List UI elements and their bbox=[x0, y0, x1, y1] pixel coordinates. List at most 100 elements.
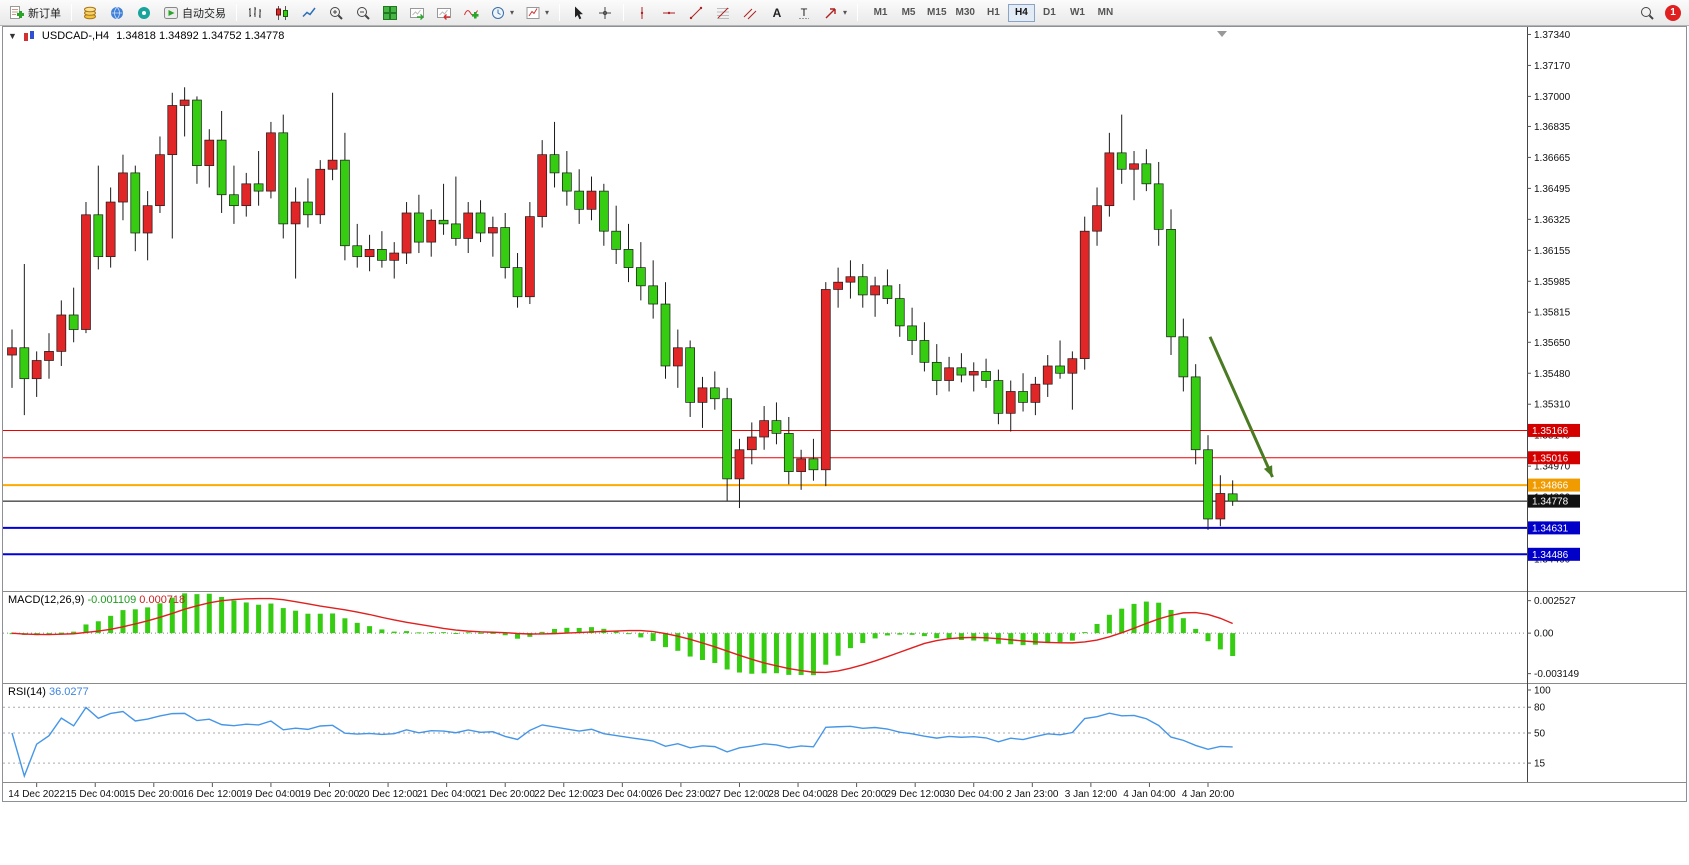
candlestick-chart-button[interactable] bbox=[269, 2, 295, 24]
svg-text:1.34866: 1.34866 bbox=[1532, 481, 1569, 492]
market-watch-button[interactable] bbox=[77, 2, 103, 24]
coins-icon bbox=[84, 6, 96, 19]
price-line-labels: 1.35166 1.35016 1.34866 1.34778 1.34631 1.344… bbox=[1528, 423, 1580, 561]
new-order-button[interactable]: 新订单 bbox=[4, 2, 66, 24]
zoom-out-button[interactable] bbox=[350, 2, 376, 24]
chart-canvas[interactable]: 1.37340 1.37170 1.37000 1.36835 1.36665 1.364… bbox=[3, 27, 1686, 801]
timeframe-M30[interactable]: M30 bbox=[952, 4, 979, 22]
svg-text:1.35815: 1.35815 bbox=[1534, 308, 1571, 319]
tile-windows-icon bbox=[383, 5, 397, 20]
svg-text:23 Dec 04:00: 23 Dec 04:00 bbox=[593, 789, 653, 800]
channels-icon bbox=[743, 8, 757, 19]
zoom-in-icon bbox=[330, 6, 343, 20]
crosshair-button[interactable] bbox=[592, 2, 618, 24]
svg-text:22 Dec 12:00: 22 Dec 12:00 bbox=[534, 789, 594, 800]
autotrading-button[interactable]: 自动交易 bbox=[158, 2, 231, 24]
clock-icon bbox=[492, 6, 504, 19]
svg-text:1.35480: 1.35480 bbox=[1534, 369, 1571, 380]
svg-text:19 Dec 04:00: 19 Dec 04:00 bbox=[241, 789, 301, 800]
timeframe-MN[interactable]: MN bbox=[1092, 4, 1119, 22]
timeframe-M15[interactable]: M15 bbox=[923, 4, 950, 22]
template-icon bbox=[526, 6, 540, 19]
search-button[interactable] bbox=[1634, 2, 1660, 24]
trendline-icon bbox=[689, 6, 703, 19]
text-label-icon: T bbox=[799, 7, 810, 19]
trendline-button[interactable] bbox=[683, 2, 709, 24]
timeframe-M5[interactable]: M5 bbox=[895, 4, 922, 22]
arrow-annotation[interactable] bbox=[1208, 31, 1274, 478]
svg-text:19 Dec 20:00: 19 Dec 20:00 bbox=[300, 789, 360, 800]
hlines-layer[interactable] bbox=[3, 429, 1527, 556]
svg-text:3 Jan 12:00: 3 Jan 12:00 bbox=[1065, 789, 1118, 800]
arrows-button[interactable]: ▾ bbox=[818, 2, 852, 24]
text-label-button[interactable]: T bbox=[791, 2, 817, 24]
svg-text:15 Dec 04:00: 15 Dec 04:00 bbox=[65, 789, 125, 800]
toolbar: 新订单 自动交易 ▾ ▾ A T ▾ M1 M5 M15 M30 H1 H4 D1 W1 MN … bbox=[0, 0, 1689, 26]
svg-text:1.34486: 1.34486 bbox=[1532, 550, 1569, 561]
tile-windows-button[interactable] bbox=[377, 2, 403, 24]
svg-text:21 Dec 04:00: 21 Dec 04:00 bbox=[417, 789, 477, 800]
svg-text:1.34778: 1.34778 bbox=[1532, 497, 1569, 508]
svg-text:1.37340: 1.37340 bbox=[1534, 30, 1571, 41]
autotrading-icon bbox=[164, 6, 178, 19]
svg-text:1.36155: 1.36155 bbox=[1534, 246, 1571, 257]
rsi-layer: 100 80 50 15 bbox=[3, 686, 1551, 779]
cursor-button[interactable] bbox=[565, 2, 591, 24]
macd-layer: 0.002527 0.00 -0.003149 bbox=[3, 593, 1579, 680]
svg-text:29 Dec 12:00: 29 Dec 12:00 bbox=[885, 789, 945, 800]
toolbar-separator bbox=[236, 4, 237, 21]
text-icon: A bbox=[773, 6, 782, 20]
svg-text:1.34970: 1.34970 bbox=[1534, 462, 1571, 473]
bar-chart-button[interactable] bbox=[242, 2, 268, 24]
candles-icon bbox=[276, 5, 288, 20]
indicators-button[interactable] bbox=[458, 2, 484, 24]
zoom-out-icon bbox=[357, 6, 370, 20]
timeframe-H1[interactable]: H1 bbox=[980, 4, 1007, 22]
toolbar-separator bbox=[71, 4, 72, 21]
data-window-button[interactable] bbox=[104, 2, 130, 24]
svg-text:28 Dec 20:00: 28 Dec 20:00 bbox=[827, 789, 887, 800]
compass-icon bbox=[138, 6, 150, 19]
notification-badge[interactable]: 1 bbox=[1665, 4, 1681, 21]
vertical-line-icon bbox=[640, 6, 644, 19]
toolbar-separator bbox=[623, 4, 625, 21]
svg-text:1.37000: 1.37000 bbox=[1534, 92, 1571, 103]
navigator-button[interactable] bbox=[131, 2, 157, 24]
svg-text:1.34631: 1.34631 bbox=[1532, 523, 1569, 534]
new-order-label: 新订单 bbox=[28, 7, 61, 20]
new-order-icon bbox=[10, 5, 24, 19]
text-button[interactable]: A bbox=[764, 2, 790, 24]
horizontal-line-button[interactable] bbox=[656, 2, 682, 24]
chevron-down-icon: ▾ bbox=[510, 8, 515, 17]
svg-text:-0.003149: -0.003149 bbox=[1534, 669, 1579, 680]
svg-text:4 Jan 04:00: 4 Jan 04:00 bbox=[1123, 789, 1176, 800]
line-chart-button[interactable] bbox=[296, 2, 322, 24]
svg-text:28 Dec 04:00: 28 Dec 04:00 bbox=[768, 789, 828, 800]
indicators-icon bbox=[464, 9, 479, 18]
auto-scroll-button[interactable] bbox=[404, 2, 430, 24]
toolbar-separator bbox=[559, 4, 561, 21]
timeframe-H4[interactable]: H4 bbox=[1007, 3, 1035, 22]
chevron-down-icon: ▾ bbox=[545, 8, 550, 17]
timeframe-D1[interactable]: D1 bbox=[1036, 4, 1063, 22]
timeframe-M1[interactable]: M1 bbox=[867, 4, 894, 22]
cursor-icon bbox=[575, 6, 583, 19]
timeframe-W1[interactable]: W1 bbox=[1064, 4, 1091, 22]
channels-button[interactable] bbox=[737, 2, 763, 24]
periods-button[interactable]: ▾ bbox=[485, 2, 519, 24]
svg-text:14 Dec 2022: 14 Dec 2022 bbox=[8, 789, 65, 800]
chevron-down-icon: ▾ bbox=[843, 8, 848, 17]
templates-button[interactable]: ▾ bbox=[520, 2, 554, 24]
svg-text:1.36665: 1.36665 bbox=[1534, 153, 1571, 164]
svg-text:1.35016: 1.35016 bbox=[1532, 453, 1569, 464]
chart-window: 1.37340 1.37170 1.37000 1.36835 1.36665 1.364… bbox=[2, 26, 1687, 802]
crosshair-icon bbox=[599, 6, 612, 19]
zoom-in-button[interactable] bbox=[323, 2, 349, 24]
svg-text:1.36835: 1.36835 bbox=[1534, 122, 1571, 133]
bars-icon bbox=[249, 6, 261, 18]
fibonacci-button[interactable] bbox=[710, 2, 736, 24]
vertical-line-button[interactable] bbox=[629, 2, 655, 24]
chart-shift-button[interactable] bbox=[431, 2, 457, 24]
svg-text:T: T bbox=[801, 7, 808, 19]
svg-text:1.37170: 1.37170 bbox=[1534, 61, 1571, 72]
